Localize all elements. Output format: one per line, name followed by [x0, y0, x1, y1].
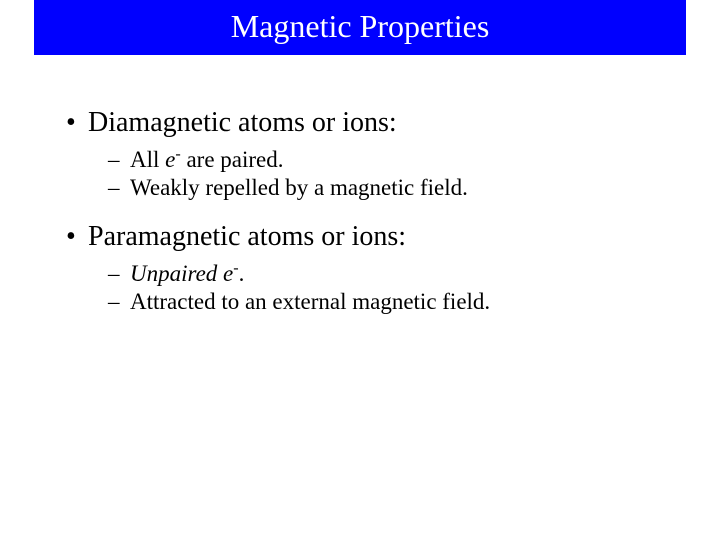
- bullet-group-2: • Paramagnetic atoms or ions: – Unpaired…: [60, 221, 660, 315]
- bullet-heading: Diamagnetic atoms or ions:: [88, 107, 397, 139]
- subpoint-text: Attracted to an external magnetic field.: [130, 289, 490, 315]
- slide-title: Magnetic Properties: [231, 8, 490, 44]
- slide-title-bar: Magnetic Properties: [34, 0, 686, 55]
- bullet-heading: Paramagnetic atoms or ions:: [88, 221, 406, 253]
- subpoint-text: Weakly repelled by a magnetic field.: [130, 175, 468, 201]
- bullet-group-1: • Diamagnetic atoms or ions: – All e- ar…: [60, 107, 660, 201]
- dash-icon: –: [108, 289, 130, 315]
- subpoint-text: Unpaired e-.: [130, 261, 244, 287]
- bullet-l2: – All e- are paired.: [108, 147, 660, 173]
- bullet-dot-icon: •: [60, 221, 88, 253]
- bullet-l2: – Attracted to an external magnetic fiel…: [108, 289, 660, 315]
- subpoint-text: All e- are paired.: [130, 147, 284, 173]
- bullet-l2: – Weakly repelled by a magnetic field.: [108, 175, 660, 201]
- dash-icon: –: [108, 175, 130, 201]
- bullet-l1: • Paramagnetic atoms or ions:: [60, 221, 660, 253]
- dash-icon: –: [108, 261, 130, 287]
- bullet-l2: – Unpaired e-.: [108, 261, 660, 287]
- dash-icon: –: [108, 147, 130, 173]
- bullet-l1: • Diamagnetic atoms or ions:: [60, 107, 660, 139]
- bullet-dot-icon: •: [60, 107, 88, 139]
- slide-content: • Diamagnetic atoms or ions: – All e- ar…: [0, 55, 720, 315]
